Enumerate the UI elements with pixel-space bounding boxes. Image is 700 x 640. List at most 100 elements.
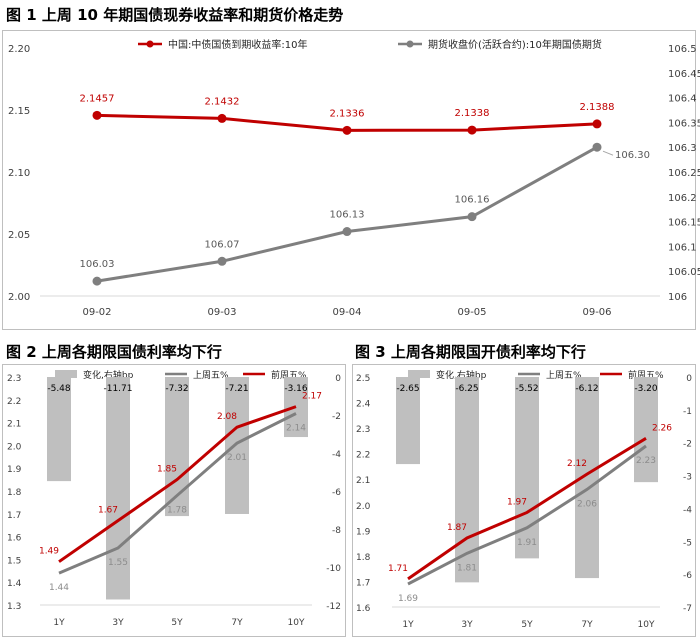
y2-tick-label: -5 — [683, 538, 692, 548]
bar-label: -6.25 — [455, 384, 478, 394]
x-tick-label: 09-06 — [582, 307, 611, 318]
last-friday-line — [407, 444, 647, 586]
data-label: 1.78 — [167, 506, 187, 516]
chart-1-frame — [2, 30, 696, 330]
data-point — [342, 227, 352, 237]
y2-tick-label: 106.25 — [668, 168, 700, 179]
prev-friday-line — [58, 405, 297, 563]
x-tick-label: 09-05 — [457, 307, 486, 318]
y-tick-label: 1.8 — [356, 553, 371, 563]
bar-label: -7.21 — [225, 384, 248, 394]
y-tick-label: 2.2 — [356, 451, 370, 461]
y2-tick-label: -4 — [683, 505, 692, 515]
x-tick-label: 3Y — [461, 620, 473, 630]
data-label: 1.81 — [457, 563, 477, 573]
chart-2-frame — [2, 364, 346, 637]
data-label: 1.87 — [447, 523, 467, 533]
y-tick-label: 2.0 — [356, 502, 371, 512]
y-tick-label: 1.9 — [7, 465, 22, 475]
y2-tick-label: -3 — [683, 473, 692, 483]
data-point — [467, 125, 477, 135]
data-label: 1.44 — [49, 583, 69, 593]
y-tick-label: 1.7 — [7, 511, 21, 521]
data-label: 2.1457 — [80, 93, 115, 104]
legend-swatch-marker — [146, 40, 154, 48]
x-tick-label: 5Y — [521, 620, 533, 630]
x-tick-label: 1Y — [402, 620, 414, 630]
legend-label: 上周五% — [193, 370, 229, 381]
y2-tick-label: 106.1 — [668, 242, 697, 253]
data-label: 2.14 — [286, 423, 306, 433]
y2-tick-label: 0 — [335, 374, 341, 384]
data-label: 106.03 — [80, 259, 115, 270]
y-tick-label: 2.20 — [8, 44, 30, 55]
x-tick-label: 09-03 — [207, 307, 236, 318]
bar-label: -6.12 — [575, 384, 598, 394]
data-label: 106.30 — [615, 150, 650, 161]
data-point — [467, 212, 477, 222]
change-bar — [106, 377, 130, 600]
x-tick-label: 7Y — [581, 620, 593, 630]
y2-tick-label: 106.2 — [668, 193, 697, 204]
data-point — [342, 125, 352, 135]
legend-swatch-bar — [408, 370, 430, 378]
y2-tick-label: -12 — [326, 602, 341, 612]
data-label: 2.1338 — [455, 108, 490, 119]
y2-tick-label: 106 — [668, 292, 687, 303]
y-tick-label: 1.5 — [7, 556, 21, 566]
bar-label: -2.65 — [396, 384, 419, 394]
data-label: 2.23 — [636, 456, 656, 466]
data-label: 2.06 — [577, 499, 597, 509]
data-point — [217, 256, 227, 266]
y2-tick-label: -1 — [683, 407, 692, 417]
y2-tick-label: -4 — [332, 450, 341, 460]
legend-swatch-marker — [406, 40, 414, 48]
data-label: 1.97 — [507, 497, 527, 507]
x-tick-label: 1Y — [53, 618, 65, 628]
data-label: 2.17 — [302, 392, 322, 402]
y2-tick-label: -8 — [332, 526, 341, 536]
y-tick-label: 1.4 — [7, 579, 22, 589]
change-bar — [225, 377, 249, 514]
y2-tick-label: 106.4 — [668, 94, 697, 105]
x-tick-label: 5Y — [171, 618, 183, 628]
bar-label: -11.71 — [103, 384, 132, 394]
chart-3-title: 图 3 上周各期限国开债利率均下行 — [355, 343, 586, 361]
data-label: 1.85 — [157, 465, 177, 475]
data-point — [592, 142, 602, 152]
y-tick-label: 1.3 — [7, 602, 21, 612]
y2-tick-label: 106.3 — [668, 143, 697, 154]
legend-label: 期货收盘价(活跃合约):10年期国债期货 — [428, 38, 602, 51]
data-label: 106.16 — [455, 195, 490, 206]
y2-tick-label: -2 — [332, 412, 341, 422]
legend-label: 中国:中债国债到期收益率:10年 — [168, 38, 307, 51]
x-tick-label: 10Y — [288, 618, 305, 628]
chart-1-title: 图 1 上周 10 年期国债现券收益率和期货价格走势 — [6, 6, 344, 24]
change-bar — [455, 377, 479, 583]
x-tick-label: 10Y — [638, 620, 655, 630]
data-label: 2.08 — [217, 412, 237, 422]
chart-3-frame — [352, 364, 696, 637]
y-tick-label: 2.4 — [356, 400, 371, 410]
y-tick-label: 2.10 — [8, 168, 30, 179]
data-point — [92, 276, 102, 286]
bar-label: -5.52 — [515, 384, 538, 394]
y2-tick-label: 0 — [686, 374, 692, 384]
data-label: 1.67 — [98, 506, 118, 516]
change-bar — [396, 377, 420, 465]
y2-tick-label: -6 — [332, 488, 341, 498]
data-label: 2.01 — [227, 453, 247, 463]
last-friday-line — [58, 412, 297, 575]
y-tick-label: 2.3 — [7, 374, 21, 384]
bar-label: -5.48 — [47, 384, 71, 394]
data-label-leader — [602, 150, 614, 156]
data-label: 1.55 — [108, 558, 128, 568]
y2-tick-label: -6 — [683, 571, 692, 581]
y2-tick-label: -7 — [683, 604, 692, 614]
y2-tick-label: 106.5 — [668, 44, 697, 55]
data-point — [92, 110, 102, 120]
data-label: 2.1388 — [580, 102, 615, 113]
y-tick-label: 2.5 — [356, 374, 370, 384]
y-tick-label: 1.7 — [356, 578, 370, 588]
